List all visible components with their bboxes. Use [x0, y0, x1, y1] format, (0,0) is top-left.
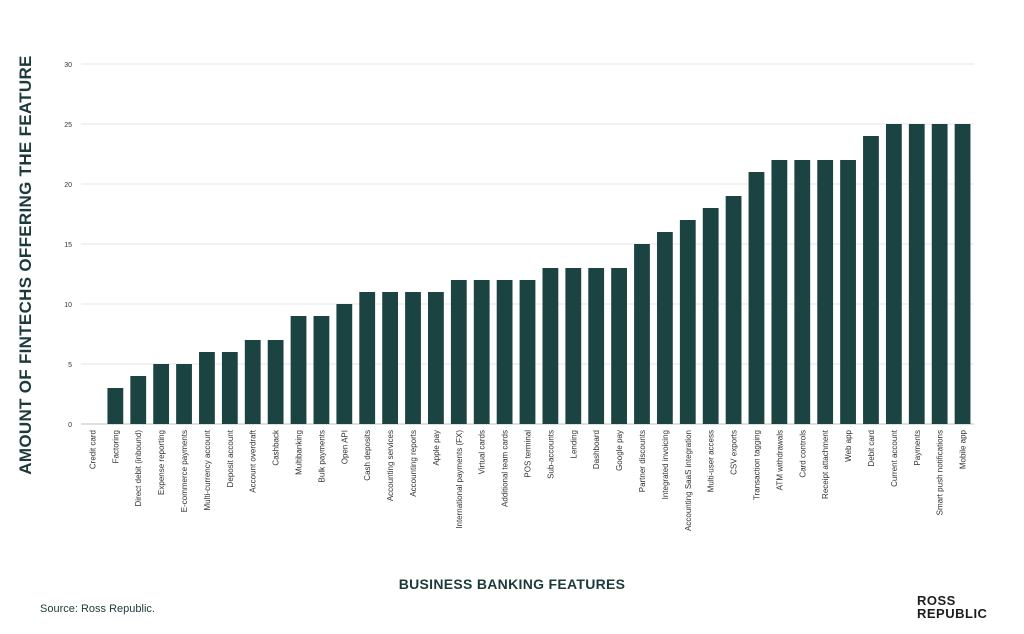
x-tick-label: Debit card [867, 430, 876, 466]
bar [267, 340, 284, 424]
x-tick-label: Factoring [111, 430, 120, 463]
x-tick-label: Mobile app [959, 429, 968, 469]
x-tick-label: Payments [913, 430, 922, 466]
y-axis-title: AMOUNT OF FINTECHS OFFERING THE FEATURE [16, 55, 35, 475]
bar [382, 292, 399, 424]
x-tick-label: Current account [890, 429, 899, 487]
source-note: Source: Ross Republic. [40, 603, 155, 615]
x-axis-title: BUSINESS BANKING FEATURES [398, 576, 626, 592]
bar [611, 268, 627, 424]
bar [679, 220, 696, 424]
logo-line-1: ROSS [917, 593, 956, 608]
bar [199, 352, 215, 424]
x-tick-label: Bulk payments [317, 430, 326, 482]
bar [588, 268, 605, 424]
ross-republic-logo: ROSS REPUBLIC [917, 594, 987, 620]
y-tick-label: 0 [68, 422, 72, 429]
bar [244, 340, 261, 424]
x-tick-label: Account overdraft [249, 429, 258, 492]
y-tick-label: 5 [68, 362, 72, 369]
bar [153, 364, 170, 424]
x-tick-label: POS terminal [524, 430, 533, 478]
bar [908, 124, 925, 424]
bar [519, 280, 536, 424]
bar [565, 268, 582, 424]
bar [336, 304, 353, 424]
bar [794, 160, 811, 424]
bar [130, 376, 147, 424]
y-tick-labels: 0 5 10 15 20 25 30 [64, 62, 72, 429]
logo-line-2: REPUBLIC [917, 606, 988, 621]
x-tick-label: Open API [340, 430, 349, 464]
bar [931, 124, 948, 424]
x-tick-label: Apple pay [432, 430, 441, 466]
bar [771, 160, 788, 424]
x-tick-label: Accounting reports [409, 430, 418, 497]
x-tick-label: Receipt attachment [821, 429, 830, 499]
y-tick-label: 10 [64, 302, 72, 309]
x-tick-label: Direct debit (inbound) [134, 430, 143, 507]
y-tick-label: 30 [64, 62, 72, 69]
y-tick-label: 20 [64, 182, 72, 189]
x-tick-label: Lending [569, 430, 578, 458]
bar [634, 244, 650, 424]
bar [107, 388, 124, 424]
bar [176, 364, 192, 424]
y-tick-label: 15 [64, 242, 72, 249]
x-tick-label: E-commerce payments [180, 430, 189, 512]
x-tick-label: Cash deposits [363, 430, 372, 481]
x-tick-label: Additional team cards [501, 430, 510, 507]
bar [313, 316, 330, 424]
bar [473, 280, 490, 424]
x-tick-label: Expense reporting [157, 430, 166, 495]
x-tick-label: Smart push notifications [936, 430, 945, 515]
x-tick-label: Multi-currency account [203, 429, 212, 510]
x-tick-label: ATM withdrawals [775, 430, 784, 490]
x-tick-label: Web app [844, 429, 853, 461]
x-tick-label: Accounting SaaS integration [684, 430, 693, 531]
x-tick-label: CSV exports [730, 430, 739, 475]
x-tick-label: Card controls [798, 430, 807, 478]
bar [863, 136, 879, 424]
bar [359, 292, 376, 424]
y-axis-title-wrap: AMOUNT OF FINTECHS OFFERING THE FEATURE [6, 50, 46, 480]
bar [840, 160, 856, 424]
x-tick-label: Accounting services [386, 430, 395, 501]
x-tick-label: Deposit account [226, 429, 235, 487]
bar [290, 316, 307, 424]
x-tick-label: International payments (FX) [455, 430, 464, 529]
bar [702, 208, 719, 424]
bar [428, 292, 444, 424]
bar [450, 280, 467, 424]
y-tick-label: 25 [64, 122, 72, 129]
bar [542, 268, 559, 424]
bar [405, 292, 421, 424]
x-tick-label: Virtual cards [478, 430, 487, 474]
x-tick-label: Integrated invoicing [661, 430, 670, 499]
bar [748, 172, 765, 424]
x-tick-label: Multibanking [295, 430, 304, 475]
x-tick-label: Multi-user access [707, 430, 716, 492]
bar [817, 160, 834, 424]
x-tick-label: Credit card [88, 430, 97, 469]
bars [107, 124, 971, 424]
bar [954, 124, 971, 424]
x-tick-label: Google pay [615, 430, 624, 471]
x-tick-labels: Credit card Factoring Direct debit (inboun… [88, 429, 967, 531]
x-tick-label: Cashback [272, 429, 281, 466]
x-tick-label: Transaction tagging [752, 430, 761, 500]
bar [885, 124, 902, 424]
bar [221, 352, 238, 424]
x-tick-label: Sub-accounts [546, 430, 555, 479]
bar [725, 196, 742, 424]
bar [656, 232, 673, 424]
bar [496, 280, 513, 424]
x-tick-label: Partner discounts [638, 430, 647, 492]
x-tick-label: Dashboard [592, 430, 601, 469]
